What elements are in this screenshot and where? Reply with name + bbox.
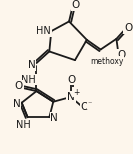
Text: O: O [72, 0, 80, 10]
Text: N: N [67, 92, 75, 102]
Text: N: N [13, 99, 21, 109]
Text: methoxy: methoxy [90, 57, 123, 66]
Text: N: N [50, 113, 58, 123]
Text: O: O [124, 23, 132, 33]
Text: O: O [67, 75, 75, 85]
Text: NH: NH [16, 120, 31, 130]
Text: O: O [81, 102, 89, 112]
Text: N: N [28, 60, 35, 70]
Text: ⁻: ⁻ [88, 99, 92, 108]
Text: NH: NH [21, 75, 36, 85]
Text: O: O [117, 50, 125, 60]
Text: O: O [15, 81, 23, 91]
Text: +: + [73, 88, 79, 97]
Text: HN: HN [36, 26, 51, 36]
